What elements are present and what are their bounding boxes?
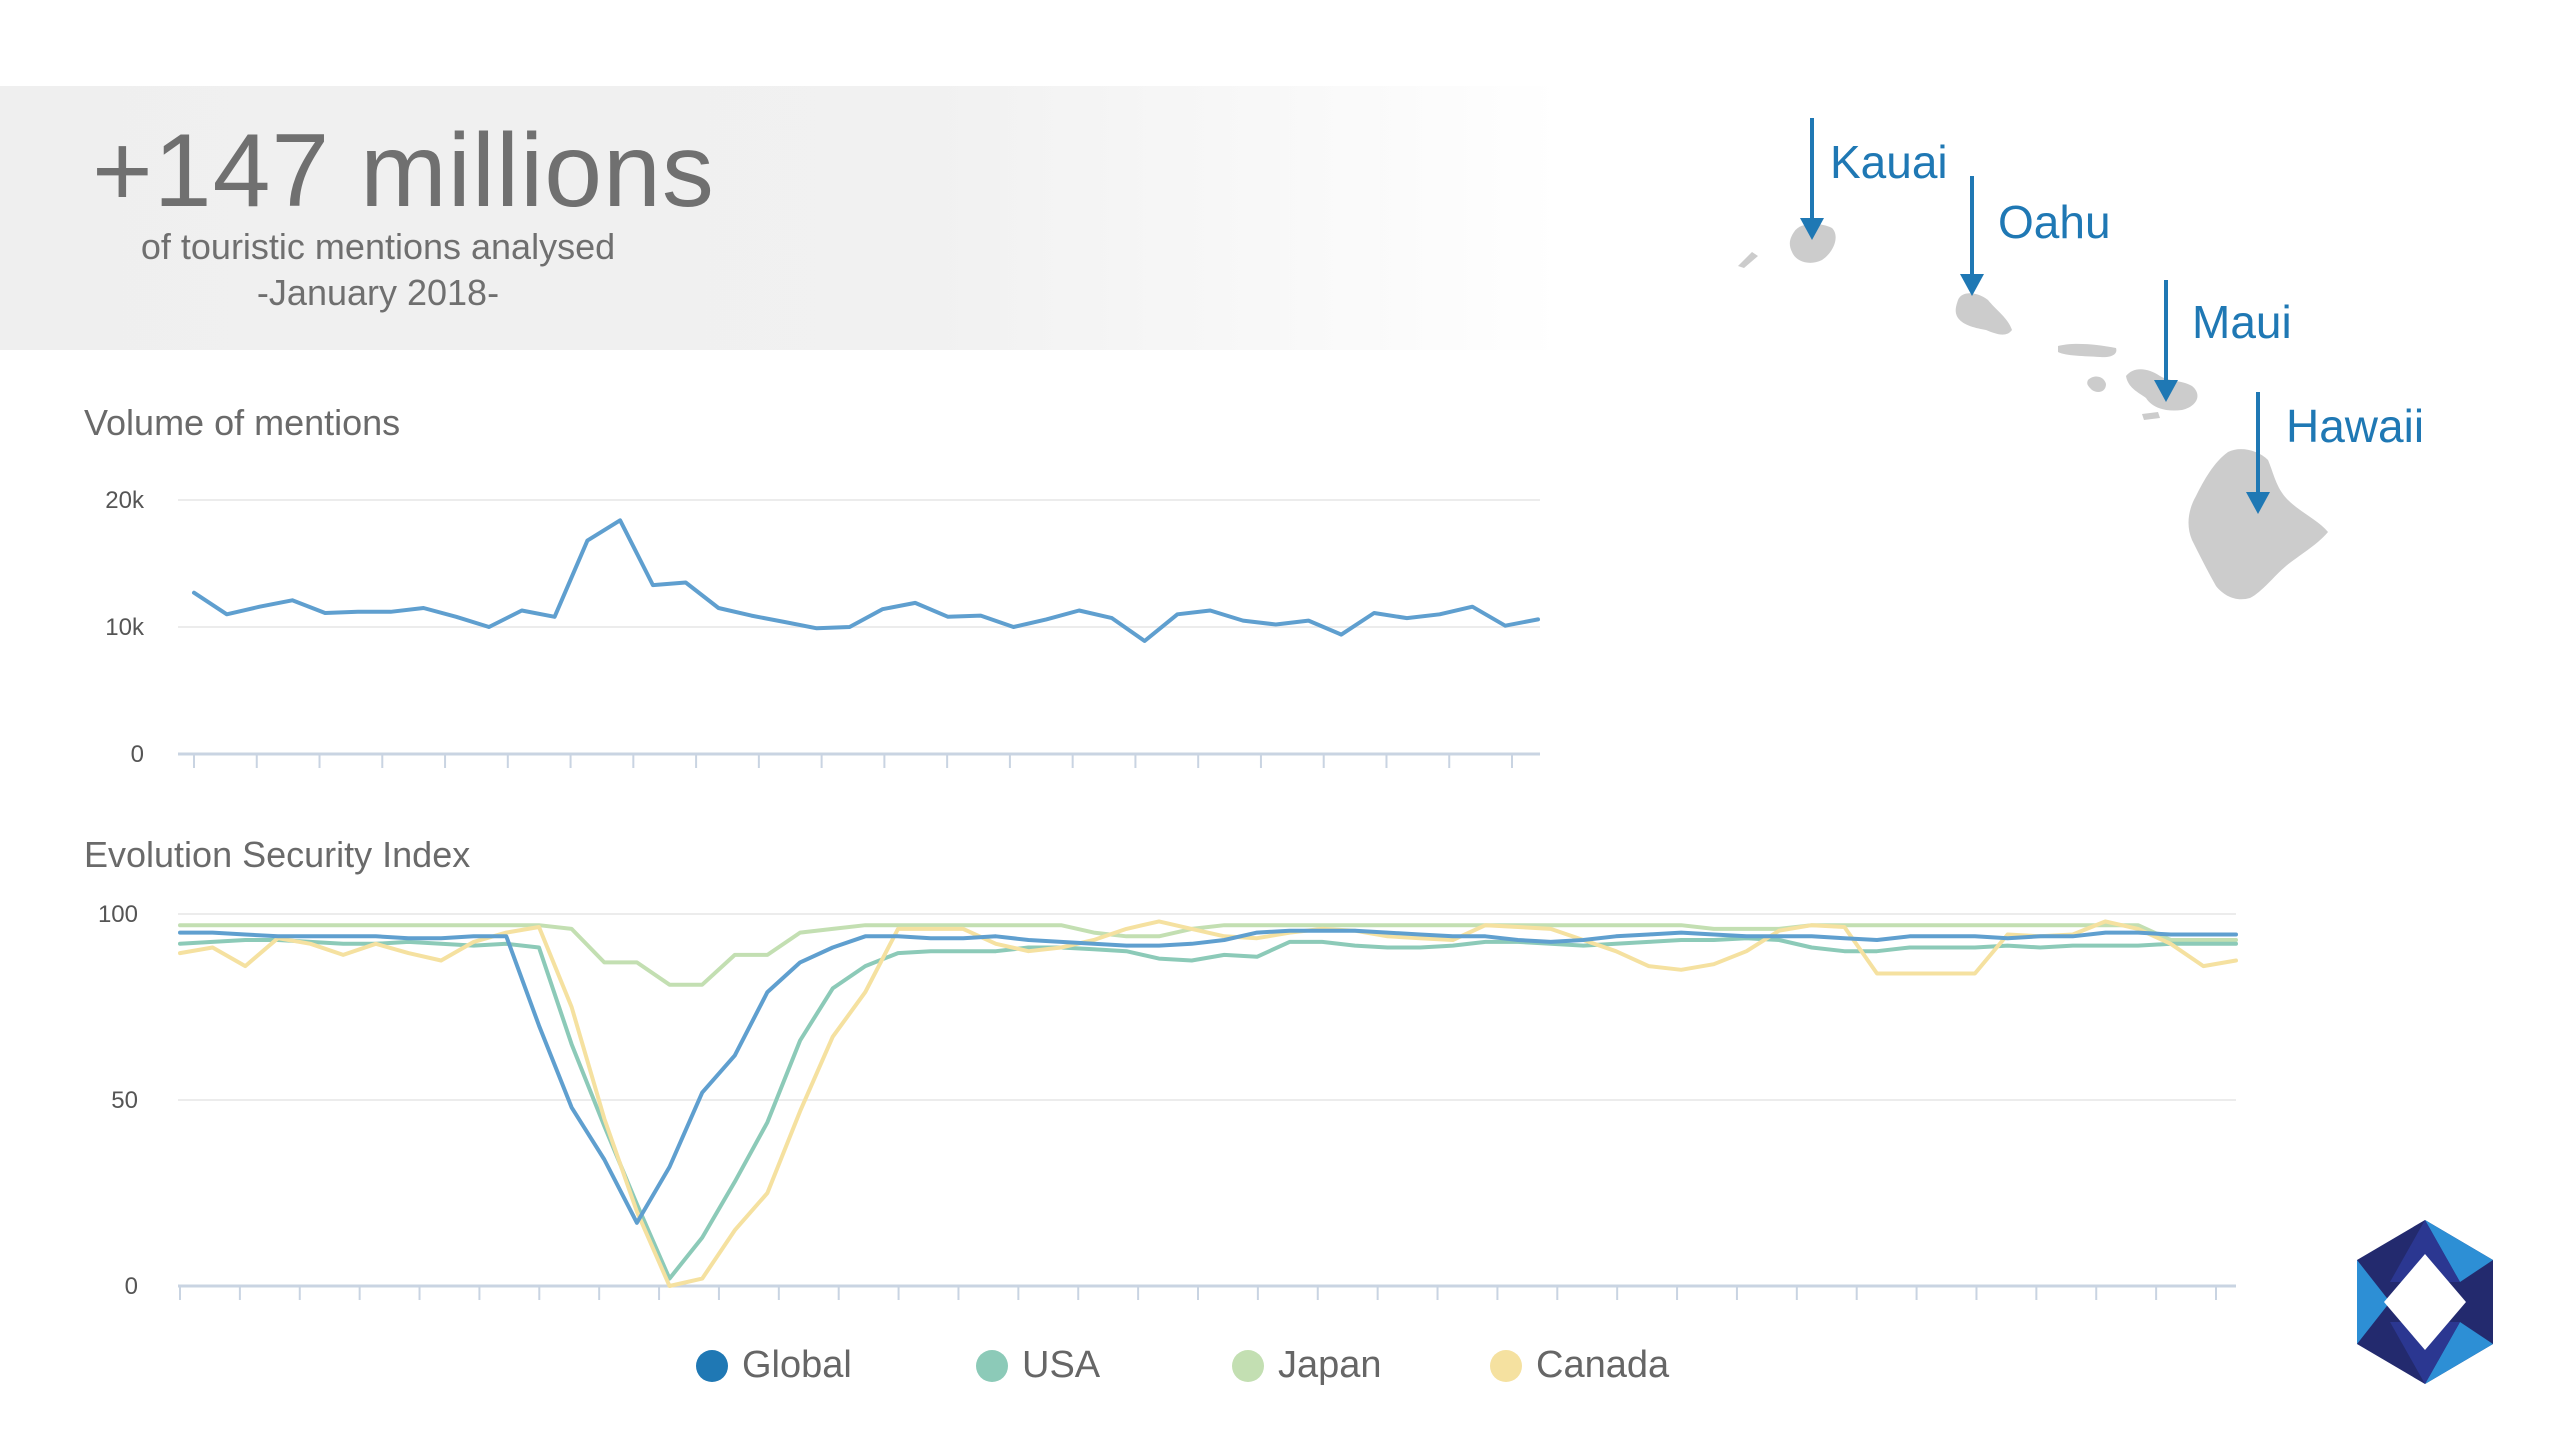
legend-label-usa: USA [1022,1344,1101,1386]
oahu-island [1955,293,2012,335]
lanai-island [2087,376,2106,392]
legend-label-japan: Japan [1278,1344,1382,1386]
kauai-arrow-head [1800,218,1824,240]
niihau-island [1738,252,1758,268]
legend-label-canada: Canada [1536,1344,1670,1386]
legend-label-global: Global [742,1344,852,1386]
security-index-chart: 0 50 100 [98,901,2238,1300]
big-island [2188,449,2328,600]
series-line-series-0 [192,518,1540,643]
headline-subtitle: of touristic mentions analysed [140,226,616,267]
legend-item-canada[interactable]: Canada [1490,1344,1669,1387]
legend-dot-japan [1232,1349,1264,1382]
y-tick-label: 50 [111,1087,138,1114]
island-label-hawaii: Hawaii [2286,400,2424,452]
series-line-global [178,928,2238,1225]
legend-item-global[interactable]: Global [696,1344,852,1387]
y-tick-label: 0 [131,741,144,768]
volume-chart-title: Volume of mentions [84,402,401,443]
legend-dot-canada [1490,1349,1522,1382]
company-logo-icon [2357,1220,2493,1384]
molokai-island [2058,343,2117,358]
kahoolawe-island [2142,412,2160,420]
island-markers: Kauai Oahu Maui Hawaii [1800,118,2424,514]
maui-arrow-head [2154,380,2178,402]
headline-panel [0,86,1560,350]
series-line-canada [178,919,2238,1288]
kauai-island [1789,223,1836,263]
legend-item-japan[interactable]: Japan [1232,1344,1382,1387]
legend-dot-usa [976,1349,1008,1382]
series-line-usa [178,936,2238,1281]
oahu-arrow-head [1960,274,1984,296]
headline-figure: +147 millions [92,113,715,229]
y-tick-label: 100 [98,901,138,928]
y-tick-label: 20k [105,487,145,514]
volume-chart: 0 10k 20k [105,487,1540,768]
y-tick-label: 0 [125,1273,138,1300]
headline-date: -January 2018- [256,272,500,313]
island-label-oahu: Oahu [1998,196,2111,248]
island-label-maui: Maui [2192,296,2292,348]
legend-item-usa[interactable]: USA [976,1344,1100,1387]
legend-dot-global [696,1349,728,1382]
y-tick-label: 10k [105,614,145,641]
series-line-japan [178,923,2238,987]
security-chart-title: Evolution Security Index [84,834,471,875]
island-label-kauai: Kauai [1830,136,1948,188]
hawaii-arrow-head [2246,492,2270,514]
chart-legend: Global USA Japan Canada [0,1344,2560,1394]
hawaii-islands-map [1738,223,2328,600]
